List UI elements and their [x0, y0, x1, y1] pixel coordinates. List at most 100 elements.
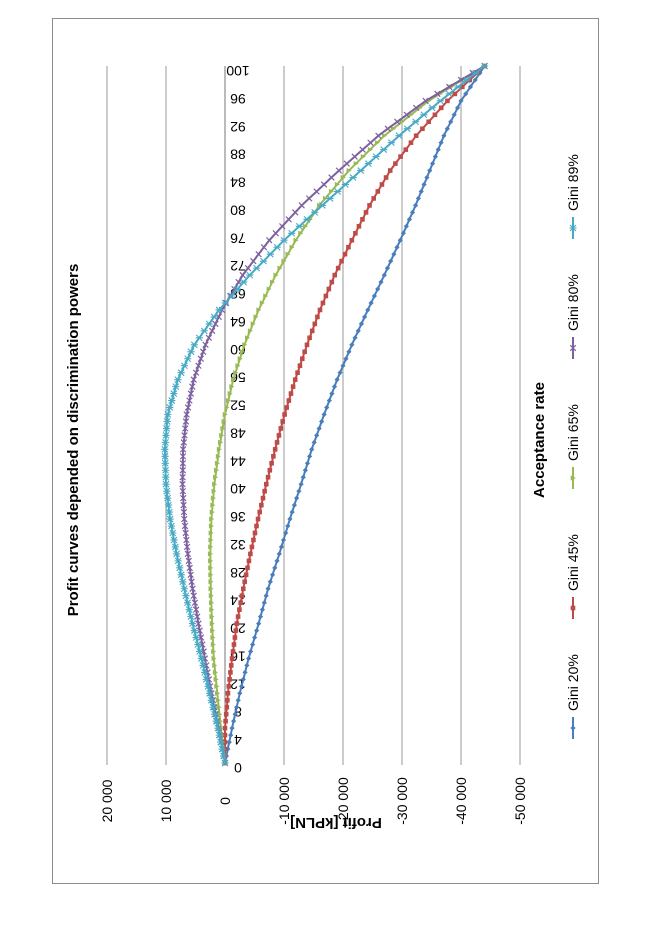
data-point [184, 355, 192, 363]
data-point [256, 307, 262, 313]
data-point [212, 717, 220, 725]
data-point [184, 550, 192, 558]
data-point [184, 404, 192, 411]
data-point [204, 682, 212, 690]
data-point [285, 251, 291, 257]
data-point [162, 432, 170, 439]
data-point [278, 426, 284, 431]
data-point [367, 203, 372, 208]
data-point [250, 641, 256, 648]
data-point [263, 593, 269, 599]
data-point [235, 614, 241, 619]
data-point [265, 474, 271, 480]
data-point [224, 404, 230, 411]
data-point [270, 279, 276, 285]
data-point [467, 84, 474, 90]
data-point [206, 689, 214, 697]
data-point [260, 495, 266, 501]
x-tick-label: 44 [230, 453, 246, 469]
data-point [239, 593, 245, 599]
data-point [202, 675, 210, 683]
data-point [225, 697, 230, 703]
data-point [394, 244, 400, 250]
data-point [228, 732, 234, 738]
legend-label: Gini 80% [565, 274, 581, 331]
data-point [302, 349, 307, 355]
x-tick-label: 88 [230, 147, 246, 163]
legend-label: Gini 45% [565, 534, 581, 591]
data-point [375, 189, 381, 194]
legend-label: Gini 20% [565, 654, 581, 711]
data-point [165, 508, 173, 516]
data-point [329, 279, 335, 285]
data-point [271, 454, 276, 459]
data-point [372, 153, 380, 160]
data-point [194, 641, 202, 648]
data-point [201, 669, 209, 676]
data-point [282, 412, 287, 417]
data-point [311, 208, 319, 216]
data-point [276, 433, 282, 438]
data-point [208, 579, 214, 585]
data-point [232, 711, 238, 717]
x-tick-label: 28 [230, 565, 246, 581]
legend-marker [569, 344, 577, 352]
legend-marker [569, 224, 577, 232]
data-point [257, 614, 264, 620]
data-point [295, 222, 303, 230]
data-point [382, 133, 388, 139]
data-point [174, 376, 182, 384]
data-point [242, 579, 248, 585]
data-point [320, 300, 326, 306]
x-tick-label: 52 [230, 398, 246, 414]
data-point [251, 537, 256, 543]
data-point [254, 627, 260, 634]
data-point [181, 515, 188, 523]
data-point [208, 537, 214, 543]
data-point [309, 328, 315, 334]
data-point [255, 516, 261, 522]
data-point [211, 488, 217, 494]
data-point [481, 62, 489, 70]
data-point [179, 446, 187, 453]
data-point [238, 683, 245, 689]
data-point [219, 432, 225, 439]
data-point [321, 411, 327, 418]
data-point [390, 126, 396, 132]
data-point [237, 356, 243, 362]
data-point [273, 272, 279, 278]
data-point [192, 606, 200, 613]
data-point [221, 759, 229, 767]
data-point [223, 718, 228, 724]
data-point [341, 181, 349, 188]
data-point [215, 453, 221, 459]
data-point [272, 565, 278, 571]
data-point [351, 153, 358, 160]
data-point [209, 703, 217, 711]
data-point [166, 404, 174, 411]
data-point [264, 481, 269, 487]
data-point [209, 607, 215, 613]
data-point [383, 175, 389, 180]
data-point [217, 439, 224, 445]
data-point [233, 370, 239, 376]
data-point [361, 314, 368, 320]
data-point [438, 105, 444, 111]
data-point [179, 460, 187, 467]
data-point [208, 565, 214, 571]
data-point [400, 230, 406, 236]
data-point [428, 104, 436, 112]
data-point [424, 174, 430, 181]
data-point [212, 320, 219, 328]
data-point [289, 509, 295, 515]
data-point [387, 168, 393, 173]
data-point [355, 328, 361, 334]
data-point [307, 453, 313, 459]
data-point [192, 634, 200, 641]
data-point [326, 397, 332, 404]
data-point [422, 97, 429, 105]
y-tick-label: -50 000 [512, 777, 528, 825]
data-point [408, 140, 414, 145]
data-point [412, 202, 419, 208]
legend-item: Gini 89% [565, 154, 581, 239]
